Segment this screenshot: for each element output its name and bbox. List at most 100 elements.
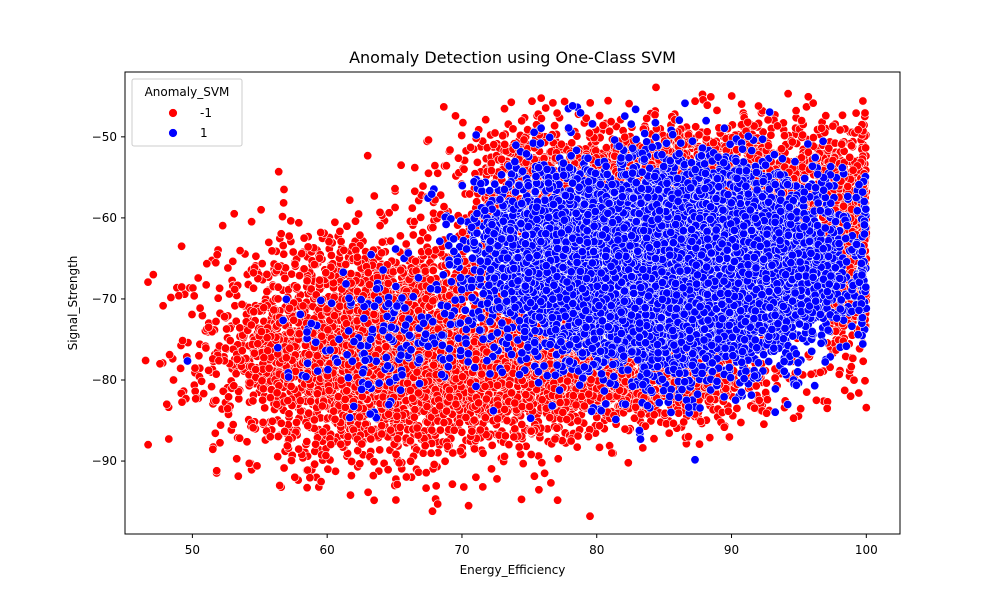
scatter-point: [285, 327, 295, 337]
scatter-point: [418, 448, 428, 458]
scatter-point: [208, 444, 218, 454]
scatter-point: [343, 432, 353, 442]
scatter-point: [260, 403, 270, 413]
scatter-point: [363, 268, 373, 278]
scatter-point: [428, 265, 438, 275]
scatter-point: [279, 249, 289, 259]
scatter-point: [177, 397, 187, 407]
scatter-point: [276, 229, 286, 239]
scatter-point: [223, 404, 233, 414]
scatter-point: [197, 311, 207, 321]
scatter-point: [447, 479, 457, 489]
scatter-point: [623, 458, 633, 468]
scatter-point: [386, 425, 396, 435]
scatter-point: [249, 348, 259, 358]
scatter-point: [459, 482, 469, 492]
scatter-point: [366, 434, 376, 444]
scatter-point: [303, 242, 313, 252]
scatter-point: [212, 250, 222, 260]
scatter-point: [341, 259, 351, 269]
scatter-point: [214, 356, 224, 366]
scatter-point: [211, 395, 221, 405]
scatter-point: [207, 382, 217, 392]
scatter-point: [321, 268, 331, 278]
scatter-point: [306, 396, 316, 406]
scatter-point: [315, 275, 325, 285]
scatter-point: [529, 471, 539, 481]
scatter-point: [408, 230, 418, 240]
scatter-point: [279, 198, 289, 208]
scatter-point: [377, 421, 387, 431]
scatter-point: [280, 426, 290, 436]
scatter-point: [279, 463, 289, 473]
scatter-point: [220, 312, 230, 322]
scatter-point: [272, 388, 282, 398]
scatter-point: [252, 461, 262, 471]
scatter-point: [195, 303, 205, 313]
scatter-point: [526, 449, 536, 459]
scatter-point: [294, 218, 304, 228]
scatter-point: [294, 329, 304, 339]
scatter-point: [257, 259, 267, 269]
scatter-point: [737, 99, 747, 109]
scatter-point: [197, 376, 207, 386]
scatter-point: [394, 458, 404, 468]
scatter-point: [326, 439, 336, 449]
scatter-point: [410, 405, 420, 415]
scatter-point: [449, 425, 459, 435]
scatter-point: [321, 451, 331, 461]
scatter-point: [516, 494, 526, 504]
scatter-point: [304, 408, 314, 418]
scatter-point: [422, 402, 432, 412]
scatter-point: [304, 350, 314, 360]
scatter-point: [232, 454, 242, 464]
scatter-point: [383, 278, 393, 288]
scatter-point: [189, 291, 199, 301]
scatter-point: [143, 277, 153, 287]
scatter-point: [211, 258, 221, 268]
scatter-point: [383, 465, 393, 475]
scatter-point: [315, 253, 325, 263]
scatter-point: [166, 292, 176, 302]
scatter-point: [540, 468, 550, 478]
scatter-point: [323, 325, 333, 335]
scatter-point: [289, 315, 299, 325]
scatter-point: [237, 346, 247, 356]
scatter-point: [302, 276, 312, 286]
scatter-point: [390, 203, 400, 213]
scatter-point: [375, 445, 385, 455]
scatter-point: [487, 440, 497, 450]
scatter-point: [291, 417, 301, 427]
scatter-point: [448, 448, 458, 458]
scatter-point: [225, 336, 235, 346]
scatter-point: [475, 425, 485, 435]
scatter-point: [516, 449, 526, 459]
scatter-point: [194, 351, 204, 361]
scatter-point: [339, 245, 349, 255]
scatter-point: [211, 369, 221, 379]
scatter-point: [375, 207, 385, 217]
scatter-point: [143, 440, 153, 450]
scatter-point: [603, 96, 613, 106]
scatter-point: [210, 428, 220, 438]
scatter-point: [312, 351, 322, 361]
scatter-point: [541, 103, 551, 113]
scatter-point: [286, 455, 296, 465]
scatter-point: [318, 427, 328, 437]
scatter-point: [377, 237, 387, 247]
scatter-point: [518, 459, 528, 469]
scatter-point: [286, 381, 296, 391]
scatter-point: [311, 439, 321, 449]
scatter-point: [286, 216, 296, 226]
scatter-point: [416, 212, 426, 222]
scatter-point: [273, 282, 283, 292]
scatter-point: [330, 217, 340, 227]
scatter-point: [316, 228, 326, 238]
scatter-point: [299, 233, 309, 243]
scatter-point: [504, 440, 514, 450]
scatter-point: [303, 465, 313, 475]
scatter-point: [316, 477, 326, 487]
scatter-point: [345, 490, 355, 500]
scatter-point: [288, 247, 298, 257]
scatter-point: [369, 309, 379, 319]
